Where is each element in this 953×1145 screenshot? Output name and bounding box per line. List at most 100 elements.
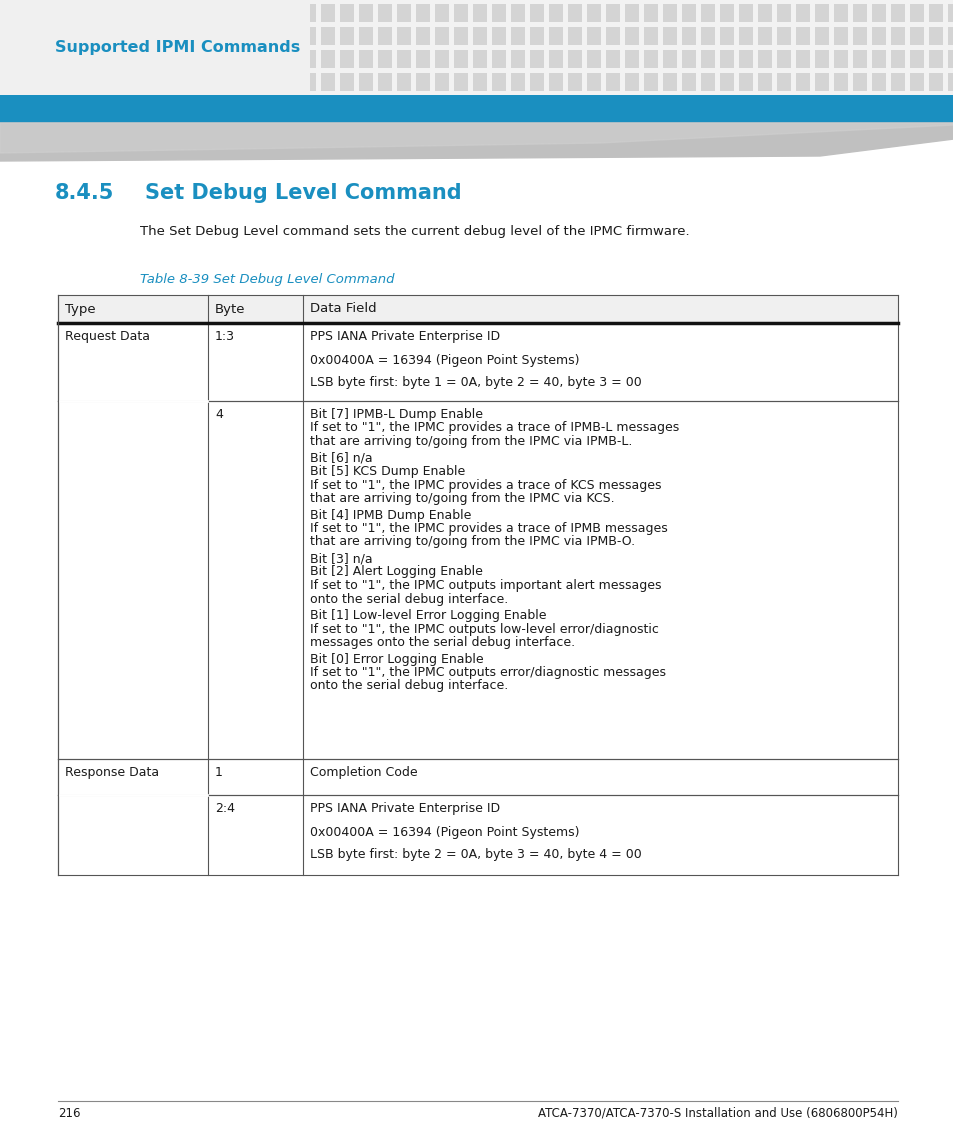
Bar [188, 27, 202, 45]
Bar [320, 3, 335, 22]
Bar [530, 50, 543, 68]
Bar [662, 3, 677, 22]
Bar [226, 27, 240, 45]
Bar [0, 0, 310, 95]
Bar [700, 50, 714, 68]
Bar [396, 73, 411, 90]
Bar [396, 3, 411, 22]
Text: 4: 4 [214, 408, 223, 421]
Bar [814, 50, 828, 68]
Bar [890, 50, 904, 68]
Bar [283, 73, 296, 90]
Bar [928, 27, 942, 45]
Bar [890, 3, 904, 22]
Bar [302, 50, 315, 68]
Bar [207, 3, 221, 22]
Bar [302, 3, 315, 22]
Text: Bit [7] IPMB-L Dump Enable: Bit [7] IPMB-L Dump Enable [310, 408, 482, 421]
Bar [776, 50, 790, 68]
Bar [947, 73, 953, 90]
Bar [396, 50, 411, 68]
Bar [739, 50, 752, 68]
Bar [492, 27, 505, 45]
Bar [643, 50, 658, 68]
Bar [586, 3, 600, 22]
Bar [454, 73, 468, 90]
Bar [169, 3, 183, 22]
Text: PPS IANA Private Enterprise ID: PPS IANA Private Enterprise ID [310, 802, 499, 815]
Text: messages onto the serial debug interface.: messages onto the serial debug interface… [310, 635, 575, 649]
Text: Bit [0] Error Logging Enable: Bit [0] Error Logging Enable [310, 653, 483, 665]
Bar [0, 50, 12, 68]
Bar [131, 50, 145, 68]
Bar [92, 3, 107, 22]
Text: Response Data: Response Data [65, 766, 159, 779]
Bar [188, 50, 202, 68]
Bar [852, 50, 866, 68]
Bar [700, 27, 714, 45]
Bar [74, 3, 88, 22]
Bar [605, 3, 619, 22]
Bar [548, 3, 562, 22]
Bar [720, 73, 733, 90]
Bar [416, 3, 430, 22]
Bar [188, 3, 202, 22]
Text: Bit [4] IPMB Dump Enable: Bit [4] IPMB Dump Enable [310, 508, 471, 521]
Text: 0x00400A = 16394 (Pigeon Point Systems): 0x00400A = 16394 (Pigeon Point Systems) [310, 827, 578, 839]
Bar [0, 73, 12, 90]
Bar [548, 27, 562, 45]
Bar [530, 3, 543, 22]
Bar [700, 73, 714, 90]
Bar [454, 50, 468, 68]
Bar [758, 27, 771, 45]
Bar [511, 73, 524, 90]
Bar [377, 73, 392, 90]
Bar [283, 50, 296, 68]
Bar [852, 27, 866, 45]
Bar [17, 73, 30, 90]
Bar [511, 50, 524, 68]
Bar [758, 73, 771, 90]
Bar [681, 50, 696, 68]
Polygon shape [0, 123, 953, 161]
Bar [264, 3, 277, 22]
Bar [358, 73, 373, 90]
Text: that are arriving to/going from the IPMC via KCS.: that are arriving to/going from the IPMC… [310, 492, 614, 505]
Bar [339, 3, 354, 22]
Bar [739, 3, 752, 22]
Bar [814, 73, 828, 90]
Bar [92, 27, 107, 45]
Bar [871, 27, 885, 45]
Text: If set to "1", the IPMC provides a trace of KCS messages: If set to "1", the IPMC provides a trace… [310, 479, 660, 491]
Bar [947, 3, 953, 22]
Bar [377, 50, 392, 68]
Bar [605, 73, 619, 90]
Bar [720, 27, 733, 45]
Bar [814, 27, 828, 45]
Bar [833, 50, 847, 68]
Text: 0x00400A = 16394 (Pigeon Point Systems): 0x00400A = 16394 (Pigeon Point Systems) [310, 354, 578, 368]
Text: LSB byte first: byte 1 = 0A, byte 2 = 40, byte 3 = 00: LSB byte first: byte 1 = 0A, byte 2 = 40… [310, 376, 641, 389]
Bar [55, 50, 69, 68]
Text: PPS IANA Private Enterprise ID: PPS IANA Private Enterprise ID [310, 330, 499, 344]
Bar [833, 27, 847, 45]
Bar [435, 50, 449, 68]
Bar [112, 3, 126, 22]
Bar [207, 73, 221, 90]
Bar [207, 27, 221, 45]
Bar [739, 27, 752, 45]
Bar [36, 50, 50, 68]
Text: Table 8-39 Set Debug Level Command: Table 8-39 Set Debug Level Command [140, 273, 395, 286]
Text: 216: 216 [58, 1107, 80, 1120]
Bar [909, 3, 923, 22]
Bar [662, 27, 677, 45]
Bar [511, 27, 524, 45]
Text: Bit [1] Low-level Error Logging Enable: Bit [1] Low-level Error Logging Enable [310, 609, 546, 622]
Text: Bit [6] n/a: Bit [6] n/a [310, 451, 373, 465]
Bar [55, 27, 69, 45]
Bar [74, 27, 88, 45]
Bar [245, 73, 258, 90]
Bar [871, 50, 885, 68]
Bar [226, 3, 240, 22]
Bar [833, 73, 847, 90]
